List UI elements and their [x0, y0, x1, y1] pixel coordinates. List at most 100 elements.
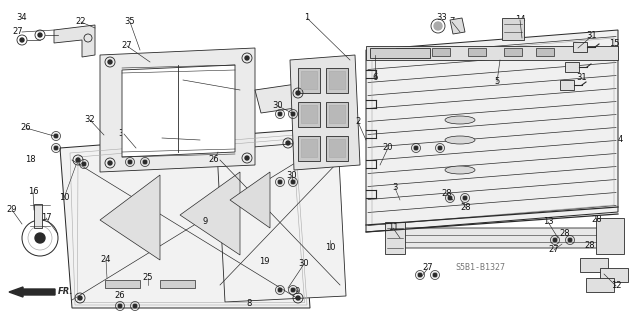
Bar [370, 48, 430, 58]
Circle shape [133, 304, 137, 308]
Text: 20: 20 [383, 144, 393, 152]
Text: FR.: FR. [58, 287, 74, 296]
Text: 31: 31 [579, 54, 589, 63]
Polygon shape [100, 48, 255, 172]
Text: 34: 34 [17, 13, 28, 23]
Circle shape [54, 146, 58, 150]
Circle shape [245, 156, 249, 160]
Polygon shape [60, 130, 310, 308]
Circle shape [296, 91, 300, 95]
Circle shape [278, 288, 282, 292]
Circle shape [108, 161, 112, 165]
Circle shape [82, 162, 86, 166]
Circle shape [296, 296, 300, 300]
Bar [600, 268, 628, 282]
Circle shape [278, 180, 282, 184]
Bar [326, 136, 348, 161]
Bar [105, 280, 140, 288]
FancyArrow shape [9, 287, 55, 297]
Text: 26: 26 [209, 155, 220, 165]
Polygon shape [100, 175, 160, 260]
Circle shape [568, 238, 572, 242]
Text: 6: 6 [372, 73, 378, 83]
Bar [160, 280, 195, 288]
Text: 12: 12 [611, 281, 621, 291]
Bar [329, 139, 345, 157]
Text: 27: 27 [548, 246, 559, 255]
Bar [502, 18, 524, 40]
Circle shape [20, 38, 24, 42]
Text: 9: 9 [202, 218, 207, 226]
Circle shape [38, 33, 42, 37]
Polygon shape [54, 25, 95, 57]
Polygon shape [450, 18, 465, 34]
Bar [560, 80, 574, 90]
Circle shape [433, 273, 437, 277]
Bar [468, 48, 486, 56]
Bar [298, 68, 320, 93]
Bar [301, 71, 317, 89]
Text: 8: 8 [246, 300, 252, 308]
Polygon shape [122, 65, 235, 157]
Bar [326, 68, 348, 93]
Text: 13: 13 [543, 218, 554, 226]
Text: 31: 31 [587, 32, 597, 41]
Circle shape [438, 146, 442, 150]
Text: 28: 28 [592, 216, 602, 225]
Circle shape [118, 304, 122, 308]
Polygon shape [290, 55, 360, 170]
Bar [504, 48, 522, 56]
Circle shape [414, 146, 418, 150]
Text: 1: 1 [305, 13, 310, 23]
Text: 15: 15 [609, 40, 620, 48]
Polygon shape [230, 172, 270, 228]
Text: 4: 4 [618, 136, 623, 145]
Text: 11: 11 [388, 224, 398, 233]
Circle shape [76, 158, 80, 162]
Circle shape [278, 112, 282, 116]
Bar [432, 48, 450, 56]
Polygon shape [255, 82, 316, 113]
Text: 28: 28 [560, 228, 570, 238]
Bar [329, 71, 345, 89]
Ellipse shape [445, 166, 475, 174]
Text: 24: 24 [100, 256, 111, 264]
Text: 18: 18 [25, 155, 35, 165]
Ellipse shape [445, 136, 475, 144]
Text: 30: 30 [299, 259, 309, 269]
Circle shape [245, 56, 249, 60]
Circle shape [143, 160, 147, 164]
Circle shape [434, 22, 442, 30]
Text: 10: 10 [324, 243, 335, 253]
Text: 30: 30 [273, 101, 284, 110]
Text: 16: 16 [28, 188, 38, 197]
Bar [596, 218, 624, 254]
Polygon shape [180, 172, 240, 255]
Circle shape [291, 288, 295, 292]
Bar [586, 278, 614, 292]
Bar [329, 105, 345, 123]
Text: 23: 23 [178, 76, 188, 85]
Text: 22: 22 [76, 18, 86, 26]
Bar [573, 42, 587, 52]
Text: 10: 10 [59, 194, 69, 203]
Bar [366, 46, 618, 60]
Text: 9: 9 [294, 287, 300, 296]
Circle shape [553, 238, 557, 242]
Text: 31: 31 [577, 73, 588, 83]
Bar [565, 62, 579, 72]
Text: 32: 32 [118, 130, 129, 138]
Bar [385, 222, 405, 254]
Text: 7: 7 [449, 18, 454, 26]
Circle shape [35, 233, 45, 243]
Bar [396, 48, 414, 56]
Text: S5B1-B1327: S5B1-B1327 [455, 263, 505, 272]
Text: 34: 34 [210, 106, 220, 115]
Circle shape [291, 112, 295, 116]
Circle shape [291, 180, 295, 184]
Text: 26: 26 [115, 292, 125, 300]
Polygon shape [217, 140, 346, 302]
Bar [298, 136, 320, 161]
Text: 35: 35 [125, 18, 135, 26]
Text: 25: 25 [143, 273, 153, 283]
